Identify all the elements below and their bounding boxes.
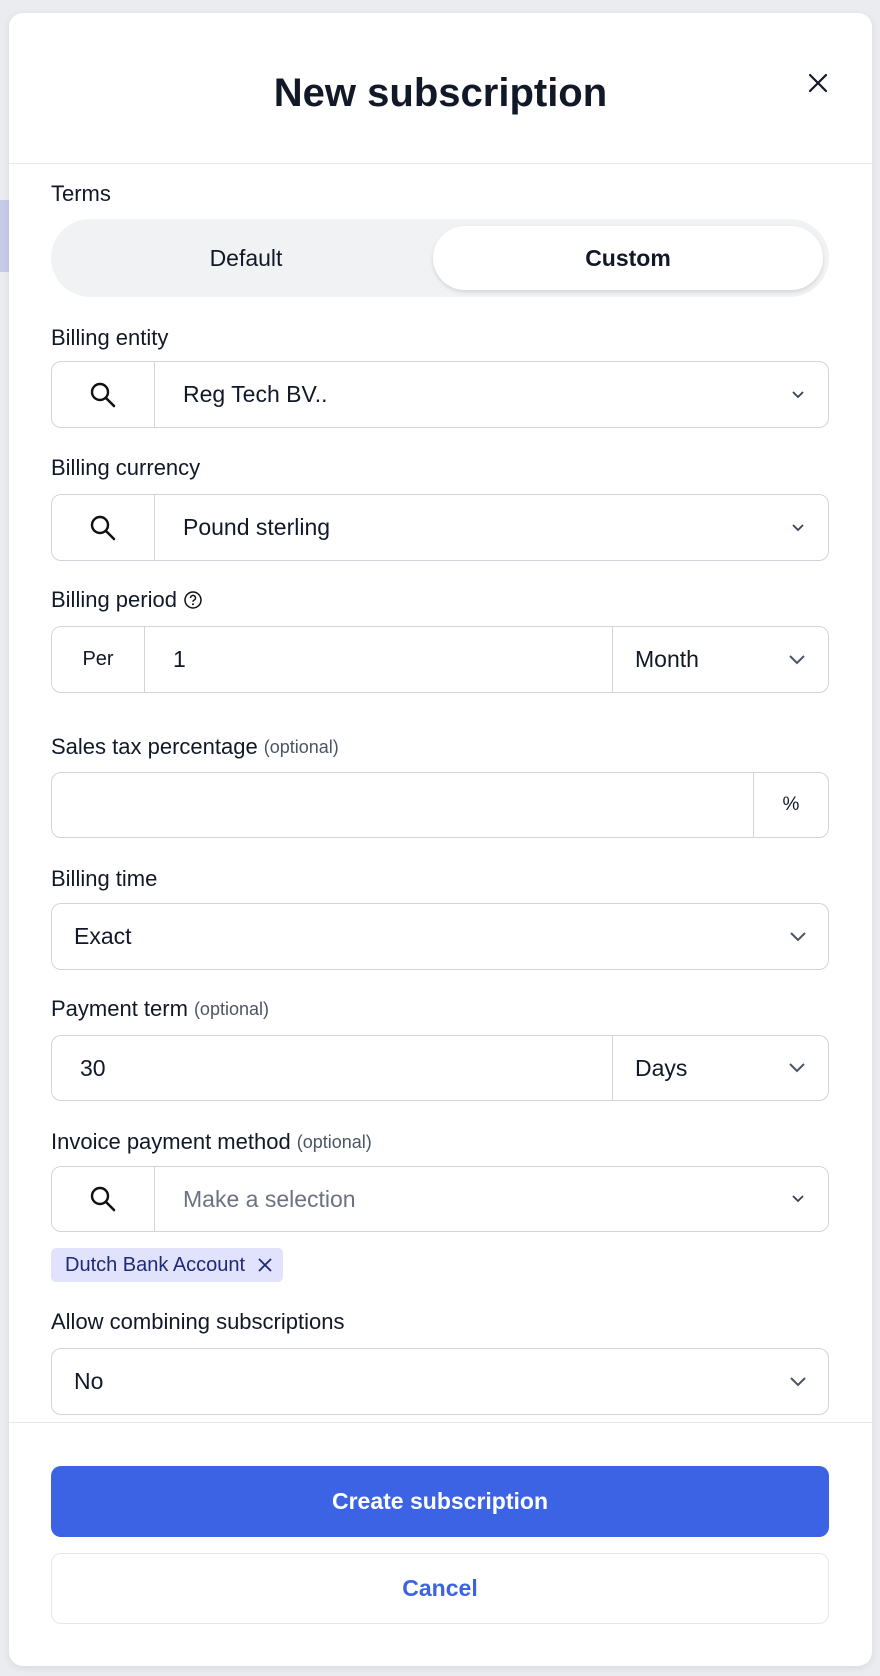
terms-label: Terms — [51, 181, 111, 207]
billing-currency-select[interactable]: Pound sterling — [51, 494, 829, 561]
label-text: Billing currency — [51, 455, 201, 480]
label-text: Sales tax percentage — [51, 734, 258, 759]
close-button[interactable] — [804, 69, 832, 97]
label-text: Billing time — [51, 866, 158, 891]
sales-tax-input[interactable] — [52, 773, 753, 837]
search-icon — [52, 362, 155, 427]
create-subscription-button[interactable]: Create subscription — [51, 1466, 829, 1537]
terms-option-default[interactable]: Default — [209, 244, 283, 271]
chevron-down-icon — [768, 931, 828, 943]
billing-entity-select[interactable]: Reg Tech BV.. — [51, 361, 829, 428]
new-subscription-modal: New subscription Terms Default Custom Bi… — [9, 13, 872, 1666]
unit-value: Month — [635, 646, 699, 672]
allow-combining-value: No — [74, 1368, 104, 1394]
payment-method-tag: Dutch Bank Account — [51, 1248, 284, 1282]
tag-label: Dutch Bank Account — [65, 1253, 246, 1276]
help-icon[interactable] — [183, 590, 203, 610]
allow-combining-label: Allow combining subscriptions — [51, 1309, 344, 1335]
billing-entity-value: Reg Tech BV.. — [183, 381, 328, 407]
billing-period-field: Per 1 Month — [51, 626, 829, 693]
label-text: Allow combining subscriptions — [51, 1309, 345, 1334]
billing-entity-label: Billing entity — [51, 325, 168, 351]
invoice-payment-method-label: Invoice payment method (optional) — [51, 1129, 372, 1155]
remove-tag-icon[interactable] — [257, 1257, 273, 1273]
label-text: Billing period — [51, 587, 177, 612]
billing-currency-label: Billing currency — [51, 455, 200, 481]
search-icon — [52, 1167, 155, 1231]
search-icon — [52, 495, 155, 560]
label-text: Billing entity — [51, 325, 169, 350]
billing-period-label: Billing period — [51, 587, 203, 613]
billing-currency-value: Pound sterling — [183, 514, 331, 540]
optional-hint: (optional) — [296, 1131, 372, 1152]
chevron-down-icon — [768, 1194, 828, 1204]
label-text: Invoice payment method — [51, 1129, 291, 1154]
chevron-down-icon — [789, 1063, 805, 1073]
billing-period-unit-select[interactable]: Month — [612, 627, 828, 692]
terms-toggle[interactable]: Default Custom — [51, 219, 829, 297]
optional-hint: (optional) — [263, 736, 339, 757]
modal-title: New subscription — [273, 71, 608, 115]
billing-time-value: Exact — [74, 923, 132, 949]
payment-term-label: Payment term (optional) — [51, 996, 269, 1022]
billing-time-label: Billing time — [51, 866, 157, 892]
sales-tax-field: % — [51, 772, 829, 838]
invoice-payment-method-placeholder: Make a selection — [183, 1185, 356, 1212]
optional-hint: (optional) — [193, 998, 269, 1019]
allow-combining-select[interactable]: No — [51, 1348, 829, 1415]
percent-suffix: % — [753, 773, 828, 837]
payment-term-field: 30 Days — [51, 1035, 829, 1101]
billing-period-input[interactable]: 1 — [173, 646, 186, 672]
billing-time-select[interactable]: Exact — [51, 903, 829, 970]
chevron-down-icon — [768, 523, 828, 533]
close-icon — [808, 73, 828, 93]
chevron-down-icon — [789, 654, 805, 664]
background-page — [0, 200, 9, 272]
label-text: Payment term — [51, 996, 188, 1021]
payment-term-unit-select[interactable]: Days — [612, 1036, 828, 1100]
chevron-down-icon — [768, 390, 828, 400]
per-prefix: Per — [52, 627, 145, 692]
terms-option-custom[interactable]: Custom — [433, 226, 823, 290]
header-divider — [9, 163, 872, 164]
invoice-payment-method-select[interactable]: Make a selection — [51, 1166, 829, 1232]
footer-divider — [9, 1422, 872, 1423]
sales-tax-label: Sales tax percentage (optional) — [51, 734, 339, 760]
cancel-button[interactable]: Cancel — [51, 1553, 829, 1624]
payment-term-input[interactable]: 30 — [80, 1054, 106, 1081]
unit-value: Days — [635, 1054, 688, 1081]
label-text: Terms — [51, 181, 111, 206]
chevron-down-icon — [768, 1376, 828, 1388]
